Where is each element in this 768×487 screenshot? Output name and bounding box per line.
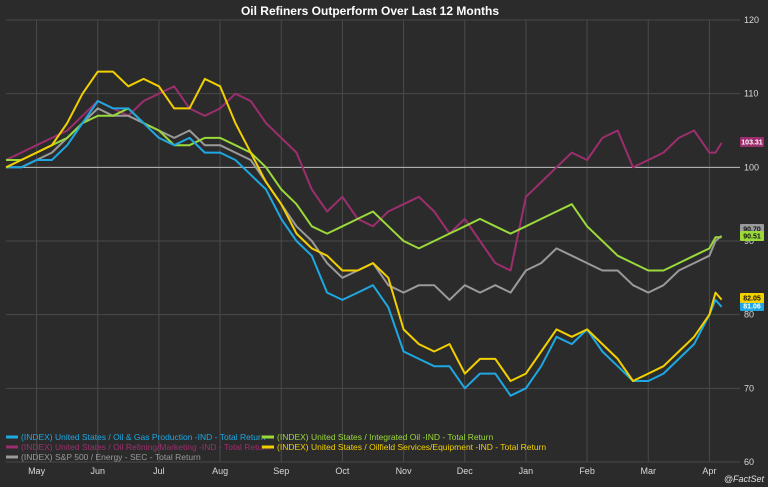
end-value-tag [740, 293, 764, 303]
x-axis-ticks: May Jun Jul Aug Sep Oct Nov Dec Jan Feb Mar Apr [28, 466, 716, 476]
x-tick-label: Feb [579, 466, 595, 476]
end-value-label: 90.70 [743, 227, 761, 234]
end-value-label: 81.06 [743, 304, 761, 311]
end-value-tag [740, 301, 764, 311]
x-tick-label: Jul [153, 466, 165, 476]
horizontal-grid [6, 19, 740, 463]
end-value-label: 82.05 [743, 296, 761, 303]
y-tick-label: 100 [744, 162, 759, 172]
x-tick-label: May [28, 466, 46, 476]
x-tick-label: Nov [396, 466, 413, 476]
end-value-label: 90.51 [743, 234, 761, 241]
source-label: @FactSet [724, 474, 765, 484]
y-tick-label: 70 [744, 383, 754, 393]
legend-entry: (INDEX) S&P 500 / Energy - SEC - Total R… [21, 452, 201, 462]
series-line [6, 100, 723, 397]
x-tick-label: Jun [90, 466, 105, 476]
end-value-label: 103.31 [741, 140, 763, 147]
end-value-tag [740, 231, 764, 241]
chart-title: Oil Refiners Outperform Over Last 12 Mon… [241, 4, 499, 18]
series-lines [5, 70, 723, 397]
x-tick-label: Oct [335, 466, 350, 476]
y-tick-label: 110 [744, 89, 758, 99]
legend: (INDEX) United States / Oil & Gas Produc… [6, 432, 546, 462]
end-value-tag [740, 137, 764, 147]
legend-entry: (INDEX) United States / Oilfield Service… [277, 442, 546, 452]
x-tick-label: Mar [641, 466, 657, 476]
legend-entry: (INDEX) United States / Oil Refining/Mar… [21, 442, 270, 452]
y-tick-label: 60 [744, 457, 754, 467]
x-tick-label: Dec [457, 466, 474, 476]
legend-entry: (INDEX) United States / Oil & Gas Produc… [21, 432, 266, 442]
y-tick-label: 120 [744, 15, 759, 25]
x-tick-label: Jan [519, 466, 534, 476]
series-line [5, 70, 723, 382]
x-tick-label: Sep [273, 466, 289, 476]
legend-entry: (INDEX) United States / Integrated Oil -… [277, 432, 493, 442]
x-tick-label: Apr [702, 466, 716, 476]
x-tick-label: Aug [212, 466, 228, 476]
y-tick-label: 80 [744, 310, 754, 320]
